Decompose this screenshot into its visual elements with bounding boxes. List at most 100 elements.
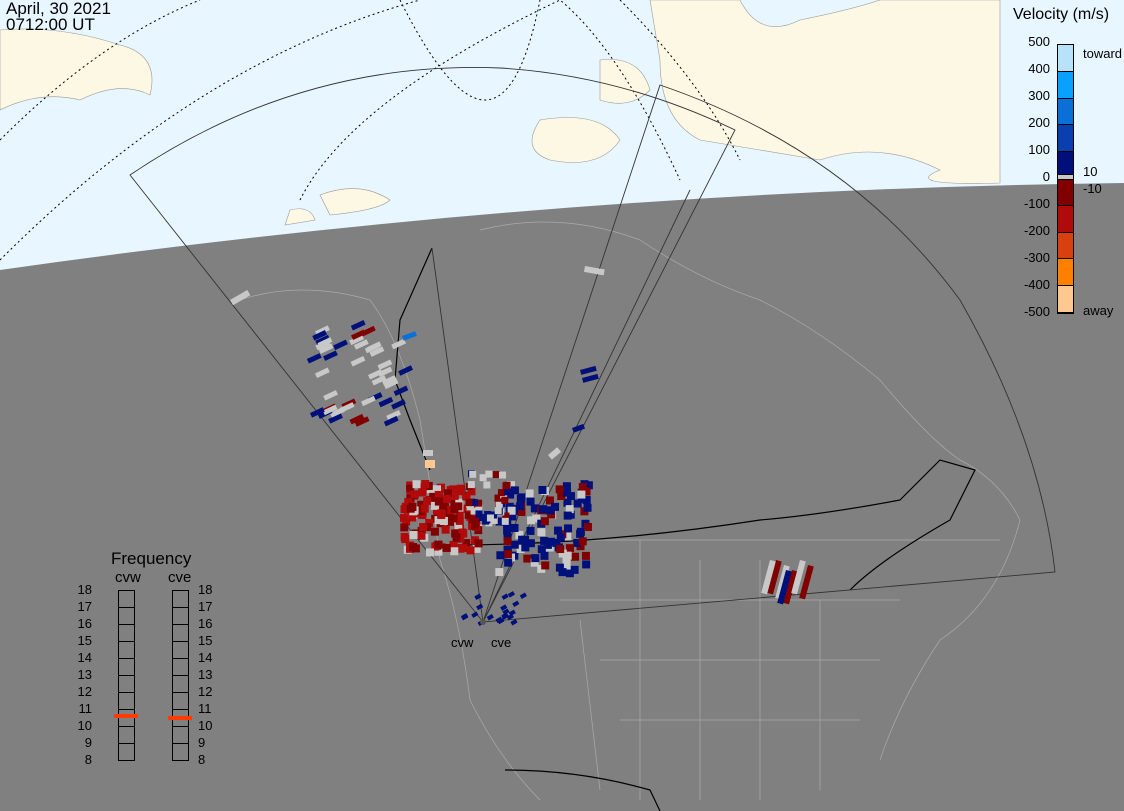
scatter-cell bbox=[423, 496, 432, 505]
scatter-cell bbox=[486, 613, 494, 621]
scatter-cell bbox=[456, 544, 465, 553]
scatter-cell bbox=[546, 506, 555, 515]
scatter-cell bbox=[470, 507, 478, 515]
scatter-cell bbox=[531, 554, 540, 563]
frequency-tick: 14 bbox=[77, 650, 92, 665]
frequency-tick: 17 bbox=[198, 599, 213, 614]
scatter-cell bbox=[437, 511, 446, 520]
scatter-cell bbox=[421, 480, 430, 489]
scatter-cell bbox=[472, 544, 481, 553]
scatter-cell bbox=[466, 546, 475, 555]
scatter-cell bbox=[462, 539, 471, 548]
scatter-cell bbox=[572, 423, 585, 433]
scatter-cell bbox=[475, 510, 483, 518]
scatter-cell bbox=[541, 561, 550, 570]
scatter-cell bbox=[339, 402, 355, 413]
radar-fov bbox=[129, 67, 1056, 623]
scatter-cell bbox=[558, 549, 567, 558]
scatter-cell bbox=[563, 511, 572, 520]
scatter-cell bbox=[582, 373, 599, 383]
scatter-cell bbox=[479, 514, 487, 522]
scatter-cell bbox=[582, 487, 591, 496]
scatter-cell bbox=[495, 517, 504, 526]
scatter-cell bbox=[576, 529, 585, 538]
scatter-cell bbox=[349, 334, 365, 346]
scatter-cell bbox=[582, 560, 591, 569]
frequency-marker-cve bbox=[168, 715, 192, 720]
frequency-radar-cvw: cvw bbox=[115, 569, 141, 586]
colorbar-tick: 0 bbox=[1042, 169, 1050, 184]
scatter-cell bbox=[306, 353, 322, 364]
scatter-cell bbox=[564, 524, 573, 533]
scatter-cell bbox=[563, 488, 572, 497]
scatter-cell bbox=[512, 600, 520, 608]
scatter-cell bbox=[383, 378, 399, 390]
scatter-cell bbox=[783, 569, 798, 605]
scatter-cell bbox=[552, 538, 561, 547]
colorbar-segment bbox=[1058, 45, 1073, 72]
scatter-cell bbox=[456, 484, 465, 493]
scatter-cell bbox=[354, 416, 370, 427]
scatter-cell bbox=[537, 545, 546, 554]
colorbar-tick: -400 bbox=[1023, 277, 1050, 292]
frequency-tick: 14 bbox=[198, 650, 213, 665]
scatter-cell bbox=[386, 410, 402, 421]
scatter-cell bbox=[450, 547, 459, 556]
scatter-cell bbox=[433, 485, 442, 494]
scatter-cell bbox=[432, 506, 441, 515]
scatter-cell bbox=[510, 540, 519, 549]
scatter-cell bbox=[350, 356, 366, 367]
scatter-cell bbox=[391, 338, 407, 350]
scatter-cell bbox=[333, 339, 348, 351]
scatter-cell bbox=[430, 501, 439, 510]
timestamp: April, 30 2021 0712:00 UT bbox=[6, 0, 111, 33]
scatter-cell bbox=[507, 506, 516, 515]
scatter-cell bbox=[314, 367, 330, 378]
scatter-cell bbox=[425, 460, 435, 468]
scatter-cell bbox=[578, 537, 587, 546]
scatter-cell bbox=[466, 503, 474, 511]
scatter-cell bbox=[318, 343, 334, 354]
scatter-cell bbox=[464, 510, 473, 519]
scatter-cell bbox=[501, 593, 509, 600]
scatter-cell bbox=[439, 502, 448, 511]
scatter-cell bbox=[377, 366, 393, 378]
scatter-cell bbox=[565, 544, 574, 553]
scatter-cell bbox=[516, 545, 525, 554]
frequency-scale-cvw bbox=[118, 590, 135, 761]
scatter-cell bbox=[500, 604, 508, 611]
scatter-cell bbox=[400, 514, 409, 523]
scatter-cell bbox=[454, 502, 463, 511]
scatter-cell bbox=[350, 320, 366, 331]
scatter-cell bbox=[498, 471, 506, 479]
colorbar-segment bbox=[1058, 286, 1073, 313]
scatter-cell bbox=[526, 497, 535, 506]
scatter-cell bbox=[486, 514, 494, 522]
scatter-cell bbox=[383, 415, 399, 427]
scatter-cell bbox=[475, 504, 483, 512]
frequency-tick: 17 bbox=[77, 599, 92, 614]
scatter-cell bbox=[540, 551, 549, 560]
scatter-cell bbox=[368, 369, 383, 380]
scatter-cell bbox=[434, 490, 443, 499]
scatter-cell bbox=[474, 539, 483, 548]
scatter-cell bbox=[521, 543, 530, 552]
scatter-cell bbox=[551, 502, 560, 511]
scatter-cell bbox=[565, 569, 574, 578]
scatter-cell bbox=[558, 568, 567, 577]
scatter-cell bbox=[474, 593, 482, 601]
scatter-cell bbox=[455, 516, 464, 525]
frequency-tick: 15 bbox=[77, 633, 92, 648]
scatter-cell bbox=[537, 528, 546, 537]
scatter-cell bbox=[510, 486, 519, 495]
scatter-cell bbox=[371, 375, 387, 386]
scatter-cell bbox=[530, 504, 539, 513]
scatter-cell bbox=[502, 608, 510, 615]
scatter-cell bbox=[583, 266, 605, 276]
scatter-cell bbox=[516, 502, 525, 511]
frequency-title: Frequency bbox=[111, 549, 192, 568]
scatter-cell bbox=[791, 560, 806, 595]
scatter-cell bbox=[475, 499, 483, 507]
scatter-cell bbox=[462, 492, 471, 501]
